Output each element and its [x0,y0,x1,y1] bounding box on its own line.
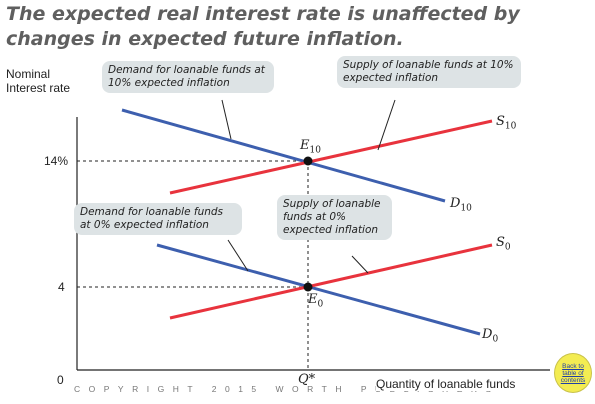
callout-pointer-demand-10 [221,99,232,140]
equilibrium-point-e0 [303,282,313,292]
y-axis-label: Nominal Interest rate [6,67,71,95]
label-s10: S10 [496,114,517,132]
label-d0: D0 [482,327,499,345]
back-to-contents-button[interactable]: Back to table of contents [554,353,592,393]
x-tick-q-star: Q* [298,372,316,387]
supply-curve-10 [169,119,493,195]
label-e0: E0 [308,292,324,310]
slide-title: The expected real interest rate is unaff… [6,3,520,50]
supply-curve-0 [169,243,493,320]
x-axis-label: Quantity of loanable funds [376,377,518,391]
y-tick-14-percent: 14% [44,154,69,168]
y-tick-4: 4 [58,280,65,294]
copyright-notice: COPYRIGHT 2015 WORTH PUBLISHERS [74,384,500,394]
demand-curve-0 [156,243,481,336]
origin-label: 0 [57,373,64,387]
callout-pointer-demand-0 [227,239,249,272]
label-s0: S0 [496,235,511,253]
callout-supply-0: Supply of loanable funds at 0% expected … [277,195,392,240]
label-d10: D10 [450,196,472,214]
callout-demand-10: Demand for loanable funds at 10% expecte… [102,61,274,93]
equilibrium-point-e10 [303,156,313,166]
callout-supply-10: Supply of loanable funds at 10% expected… [337,56,521,88]
callout-pointer-supply-10 [377,99,396,151]
demand-curve-10 [121,108,446,203]
label-e10: E10 [300,138,321,156]
callout-pointer-supply-0 [351,255,369,274]
callout-demand-0: Demand for loanable funds at 0% expected… [74,203,242,235]
